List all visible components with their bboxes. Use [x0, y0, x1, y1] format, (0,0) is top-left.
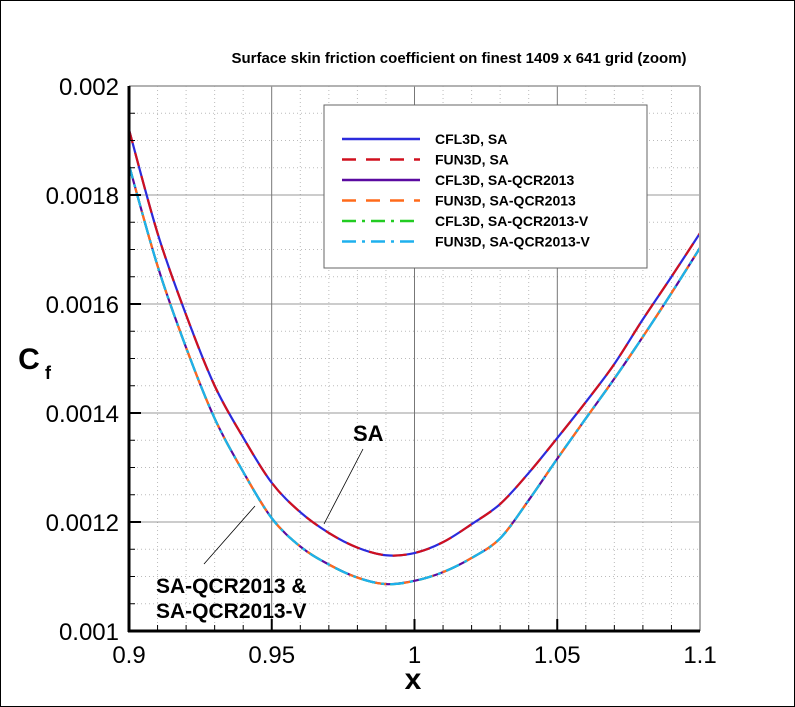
y-tick-label: 0.002 — [59, 74, 119, 101]
legend-label-4: CFL3D, SA-QCR2013-V — [435, 213, 589, 229]
annotation-qcr-line1: SA-QCR2013 & — [156, 575, 307, 598]
y-tick-label: 0.001 — [59, 619, 119, 646]
series-line-1 — [127, 129, 701, 557]
x-axis-label: x — [405, 663, 422, 696]
x-tick-label: 1.1 — [683, 642, 716, 669]
y-tick-label: 0.0016 — [46, 292, 119, 319]
legend-label-2: CFL3D, SA-QCR2013 — [435, 172, 574, 188]
y-axis-label: C f — [18, 343, 52, 383]
sa-leader-line — [323, 448, 364, 525]
legend-label-0: CFL3D, SA — [435, 131, 507, 147]
tick-labels: 0.9 0.95 1 1.05 1.1 0.001 0.0012 0.0014 0.0016 0.… — [46, 74, 717, 669]
axes — [127, 85, 701, 633]
legend-label-3: FUN3D, SA-QCR2013 — [435, 193, 576, 209]
annotation-qcr-line2: SA-QCR2013-V — [156, 600, 307, 623]
y-axis-label-subscript: f — [45, 363, 52, 383]
y-tick-label: 0.0012 — [46, 510, 119, 537]
series-line-5 — [127, 164, 701, 586]
qcr-leader-line — [203, 505, 256, 565]
legend-label-1: FUN3D, SA — [435, 152, 509, 168]
annotation-sa: SA — [353, 421, 384, 446]
y-axis-label-main: C — [18, 343, 40, 376]
legend: CFL3D, SA FUN3D, SA CFL3D, SA-QCR2013 FUN3D… — [323, 104, 648, 269]
annotations: SA SA-QCR2013 & SA-QCR2013-V — [156, 421, 384, 623]
legend-label-5: FUN3D, SA-QCR2013-V — [435, 234, 590, 250]
x-tick-label: 0.9 — [112, 642, 145, 669]
x-tick-label: 1.05 — [534, 642, 581, 669]
y-tick-label: 0.0018 — [46, 183, 119, 210]
y-tick-label: 0.0014 — [46, 401, 119, 428]
x-tick-label: 0.95 — [248, 642, 295, 669]
chart-title: Surface skin friction coefficient on fin… — [231, 50, 686, 67]
curves — [127, 129, 701, 586]
x-tick-label: 1 — [408, 642, 421, 669]
